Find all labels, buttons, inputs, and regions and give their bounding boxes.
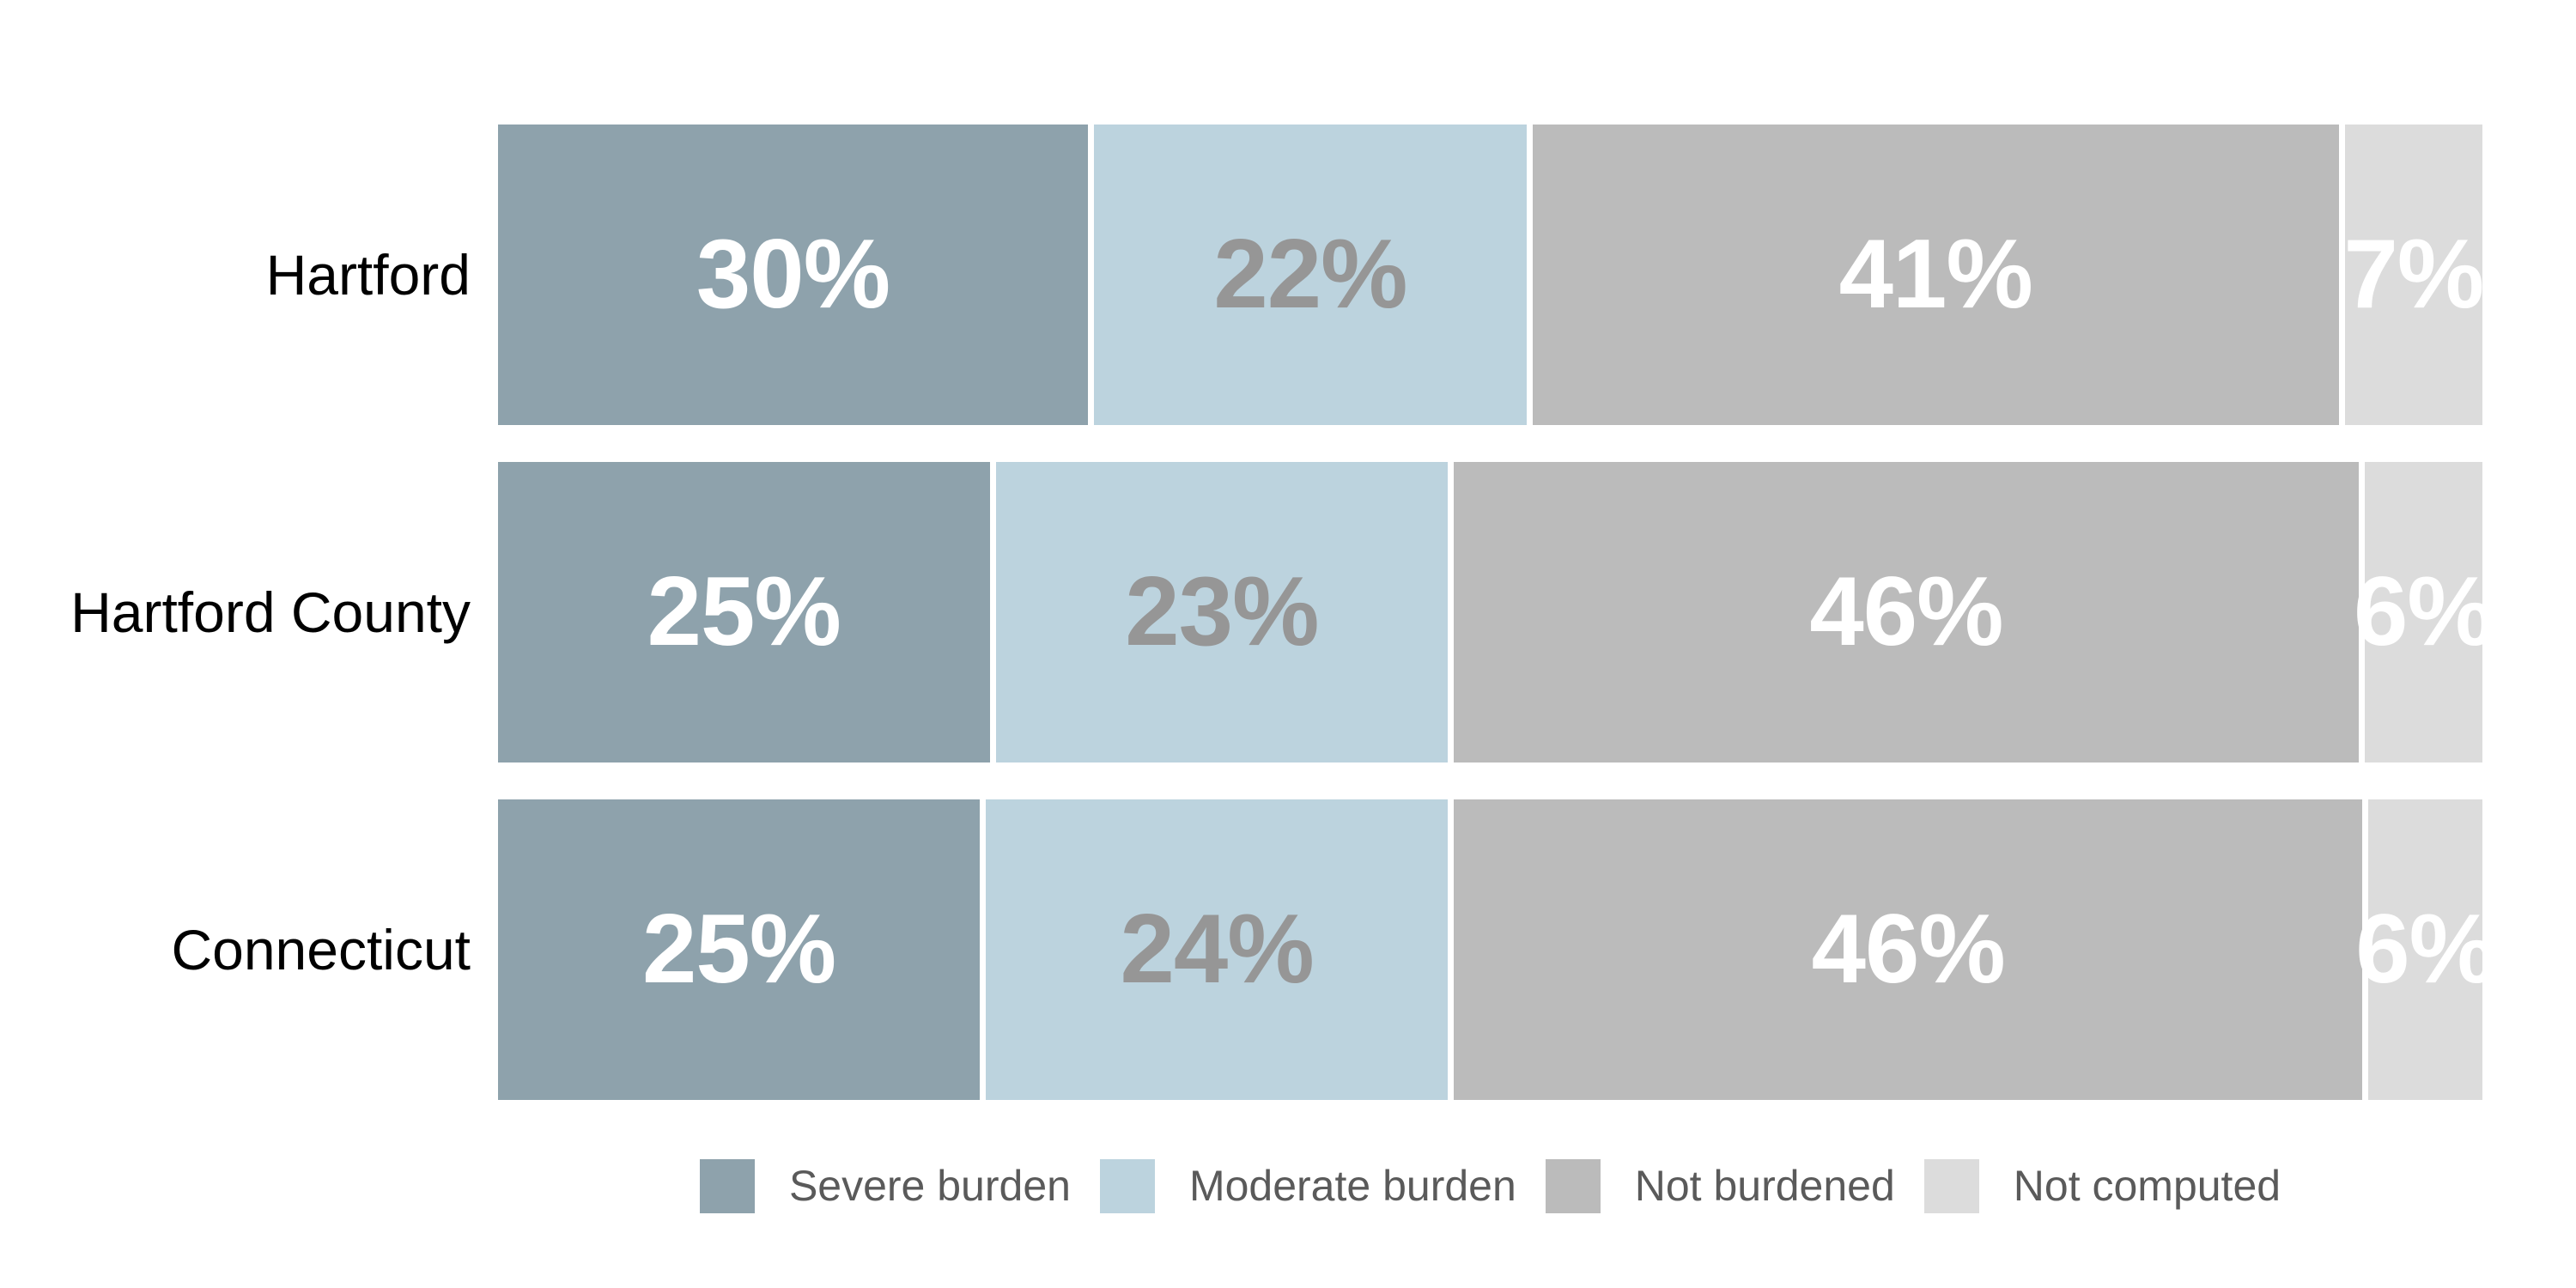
legend-item-moderate-burden: Moderate burden [1099, 1158, 1516, 1213]
segment-value-label: 7% [2343, 220, 2484, 329]
category-label: Connecticut [171, 918, 471, 981]
segment-value-label: 22% [1213, 220, 1407, 329]
segment-value-label: 6% [2353, 557, 2494, 666]
segment-moderate-burden: 23% [995, 462, 1449, 762]
bar-row-hartford-county: Hartford County 25% 23% 46% 6% [0, 462, 2576, 762]
segment-not-computed: 7% [2343, 125, 2484, 425]
segment-value-label: 46% [1809, 557, 2003, 666]
legend-item-severe-burden: Severe burden [699, 1158, 1071, 1213]
plot-area: Hartford 30% 22% 41% 7% Hartford County 25% 23%… [0, 125, 2576, 1100]
segment-value-label: 23% [1125, 557, 1319, 666]
bar-track: 25% 23% 46% 6% [498, 462, 2494, 762]
legend-item-not-computed: Not computed [1923, 1158, 2281, 1213]
category-label: Hartford County [70, 580, 471, 644]
bar-track: 25% 24% 46% 6% [498, 799, 2496, 1100]
legend-swatch-icon [1923, 1158, 1979, 1213]
segment-not-computed: 6% [2354, 462, 2494, 762]
bar-row-connecticut: Connecticut 25% 24% 46% 6% [0, 799, 2576, 1100]
segment-not-burdened: 41% [1532, 125, 2339, 425]
segment-value-label: 41% [1838, 220, 2033, 329]
segment-value-label: 6% [2355, 895, 2496, 1004]
segment-moderate-burden: 24% [986, 799, 1449, 1100]
legend-swatch-icon [699, 1158, 755, 1213]
bar-track: 30% 22% 41% 7% [498, 125, 2484, 425]
segment-not-computed: 6% [2355, 799, 2496, 1100]
legend-label: Not computed [2013, 1162, 2281, 1210]
segment-severe-burden: 25% [498, 462, 990, 762]
legend-label: Not burdened [1634, 1162, 1895, 1210]
segment-not-burdened: 46% [1454, 799, 2363, 1100]
segment-severe-burden: 30% [498, 125, 1088, 425]
legend: Severe burden Moderate burden Not burdened… [498, 1158, 2482, 1213]
segment-moderate-burden: 22% [1094, 125, 1527, 425]
legend-label: Moderate burden [1188, 1162, 1516, 1210]
category-label: Hartford [265, 243, 471, 307]
legend-swatch-icon [1545, 1158, 1601, 1213]
segment-not-burdened: 46% [1454, 462, 2359, 762]
segment-severe-burden: 25% [498, 799, 981, 1100]
bar-row-hartford: Hartford 30% 22% 41% 7% [0, 125, 2576, 425]
segment-value-label: 46% [1811, 895, 2006, 1004]
segment-value-label: 25% [641, 895, 836, 1004]
legend-swatch-icon [1099, 1158, 1155, 1213]
segment-value-label: 24% [1120, 895, 1315, 1004]
segment-value-label: 25% [647, 557, 841, 666]
legend-item-not-burdened: Not burdened [1545, 1158, 1895, 1213]
legend-label: Severe burden [788, 1162, 1071, 1210]
segment-value-label: 30% [696, 220, 890, 329]
